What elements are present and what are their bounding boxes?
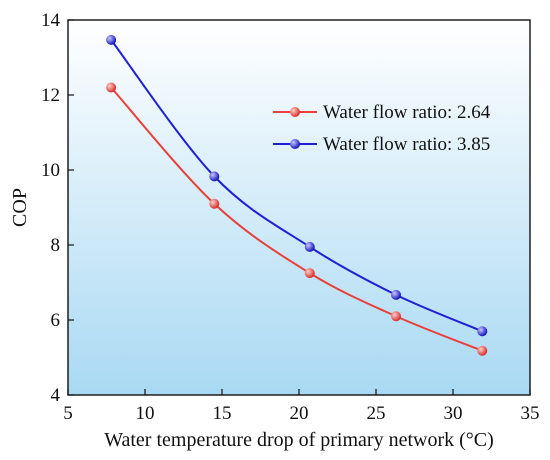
y-tick-label: 8 — [51, 235, 61, 256]
y-axis-title: COP — [9, 188, 31, 227]
legend-marker-1 — [290, 107, 300, 117]
x-tick-label: 25 — [367, 403, 386, 424]
plot-area — [68, 20, 530, 395]
legend-entry-2: Water flow ratio: 3.85 — [273, 134, 490, 155]
x-tick-label: 30 — [444, 403, 463, 424]
series-1-point — [106, 82, 117, 93]
x-tick-label: 35 — [521, 403, 540, 424]
series-layer — [106, 34, 488, 356]
y-tick-label: 4 — [51, 385, 61, 406]
y-tick-label: 6 — [51, 310, 61, 331]
y-tick-label: 14 — [41, 10, 61, 31]
x-tick-label: 10 — [136, 403, 155, 424]
x-tick-label: 5 — [63, 403, 73, 424]
x-tick-label: 15 — [213, 403, 232, 424]
series-2-point — [304, 241, 315, 252]
series-1-point — [477, 345, 488, 356]
series-2-point — [477, 326, 488, 337]
legend-entry-1: Water flow ratio: 2.64 — [273, 102, 491, 123]
x-tick-label: 20 — [290, 403, 309, 424]
legend-label-2: Water flow ratio: 3.85 — [323, 134, 490, 155]
series-line-1 — [110, 86, 483, 352]
y-tick-label: 12 — [41, 85, 60, 106]
series-1-point — [391, 311, 402, 322]
series-1-point — [209, 198, 220, 209]
legend-label-1: Water flow ratio: 2.64 — [323, 102, 491, 123]
series-1-point — [304, 268, 315, 279]
legend-marker-2 — [290, 139, 300, 149]
ticks-layer: 5 10 15 20 25 30 35 4 6 8 10 12 14 — [41, 10, 540, 424]
series-2-point — [209, 171, 220, 182]
x-axis-title: Water temperature drop of primary networ… — [104, 429, 494, 451]
series-line-2 — [110, 39, 483, 333]
legend: Water flow ratio: 2.64 Water flow ratio:… — [273, 102, 491, 155]
y-tick-label: 10 — [41, 160, 60, 181]
series-2-point — [391, 289, 402, 300]
series-2-point — [106, 34, 117, 45]
